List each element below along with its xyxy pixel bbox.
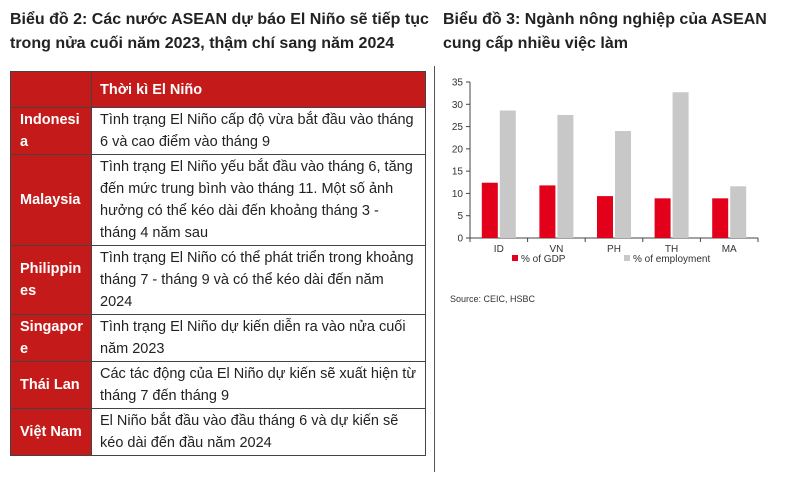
desc-cell: El Niño bắt đầu vào đầu tháng 6 và dự ki…	[91, 408, 426, 456]
x-tick-label: VN	[549, 244, 563, 255]
bar-gdp	[712, 198, 729, 238]
table-row: Singapore Tình trạng El Niño dự kiến diễ…	[10, 314, 426, 362]
chart2-title: Biểu đồ 2: Các nước ASEAN dự báo El Niño…	[10, 11, 429, 52]
desc-cell: Tình trạng El Niño yếu bắt đầu vào tháng…	[91, 154, 426, 246]
table-row: Việt Nam El Niño bắt đầu vào đầu tháng 6…	[10, 408, 426, 456]
x-tick-label: TH	[665, 244, 678, 255]
bar-gdp	[597, 196, 613, 238]
y-tick-label: 5	[457, 211, 463, 222]
y-tick-label: 0	[457, 234, 463, 245]
bar-employment	[499, 110, 516, 238]
table-row: Malaysia Tình trạng El Niño yếu bắt đầu …	[10, 154, 426, 246]
x-tick-label: PH	[607, 244, 621, 255]
desc-cell: Tình trạng El Niño dự kiến diễn ra vào n…	[91, 314, 426, 362]
chart-source: Source: CEIC, HSBC	[450, 294, 536, 304]
bar-employment	[557, 114, 574, 238]
country-cell: Thái Lan	[10, 361, 92, 409]
table-header-row: Thời kì El Niño	[10, 71, 426, 108]
bar-gdp	[481, 182, 498, 238]
y-tick-label: 20	[452, 144, 464, 155]
y-tick-label: 30	[452, 100, 464, 111]
chart3-title: Biểu đồ 3: Ngành nông nghiệp của ASEAN c…	[443, 11, 767, 52]
table-row: Philippines Tình trạng El Niño có thể ph…	[10, 245, 426, 315]
desc-cell: Tình trạng El Niño cấp độ vừa bắt đầu và…	[91, 107, 426, 155]
country-cell: Singapore	[10, 314, 92, 362]
country-cell: Việt Nam	[10, 408, 92, 456]
x-tick-label: MA	[722, 244, 737, 255]
legend-label: % of GDP	[521, 254, 566, 265]
country-cell: Philippines	[10, 245, 92, 315]
agriculture-bar-chart: 0 5 10 15 20 25 30 35 ID VN PH TH MA % of GDP % of emp…	[440, 70, 780, 310]
legend-swatch	[512, 255, 518, 261]
panel-divider	[434, 66, 435, 472]
y-tick-label: 15	[452, 167, 464, 178]
country-cell: Indonesia	[10, 107, 92, 155]
x-tick-label: ID	[494, 244, 504, 255]
bar-chart-svg: 0 5 10 15 20 25 30 35 ID VN PH TH MA % of GDP % of emp…	[452, 78, 759, 265]
header-blank-cell	[10, 71, 92, 108]
y-tick-label: 25	[452, 122, 464, 133]
bar-employment	[615, 131, 631, 238]
y-tick-label: 35	[452, 78, 464, 89]
y-tick-label: 10	[452, 189, 464, 200]
bar-employment	[672, 92, 689, 238]
bar-employment	[730, 186, 747, 238]
table-row: Thái Lan Các tác động của El Niño dự kiế…	[10, 361, 426, 409]
legend-label: % of employment	[633, 254, 710, 265]
desc-cell: Tình trạng El Niño có thể phát triển tro…	[91, 245, 426, 315]
legend-swatch	[624, 255, 630, 261]
bar-gdp	[539, 185, 556, 238]
bar-gdp	[654, 198, 671, 238]
header-period-cell: Thời kì El Niño	[91, 71, 426, 108]
desc-cell: Các tác động của El Niño dự kiến sẽ xuất…	[91, 361, 426, 409]
country-cell: Malaysia	[10, 154, 92, 246]
el-nino-table: Thời kì El Niño Indonesia Tình trạng El …	[10, 71, 426, 456]
table-row: Indonesia Tình trạng El Niño cấp độ vừa …	[10, 107, 426, 155]
